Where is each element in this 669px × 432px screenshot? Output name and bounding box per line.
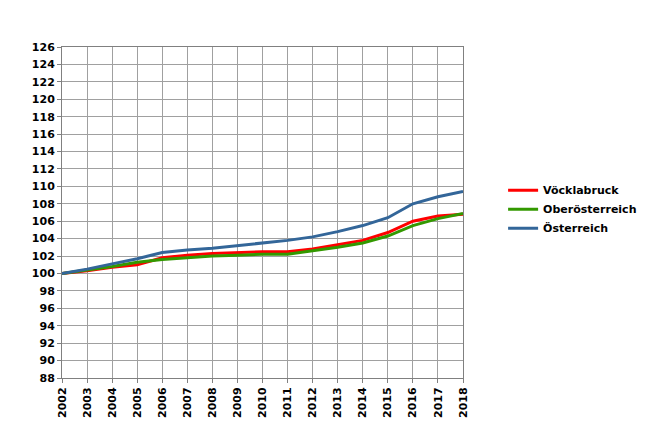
- svg-text:100: 100: [32, 267, 55, 280]
- svg-text:2008: 2008: [206, 387, 219, 418]
- svg-text:126: 126: [32, 41, 55, 54]
- svg-text:Oberösterreich: Oberösterreich: [543, 203, 636, 216]
- svg-text:2012: 2012: [306, 387, 319, 418]
- svg-text:102: 102: [32, 250, 55, 263]
- svg-text:88: 88: [39, 372, 54, 385]
- svg-text:92: 92: [39, 337, 54, 350]
- svg-text:2013: 2013: [331, 387, 344, 418]
- svg-text:90: 90: [39, 354, 55, 367]
- svg-text:2006: 2006: [156, 387, 169, 418]
- svg-text:2009: 2009: [231, 387, 244, 418]
- svg-text:114: 114: [32, 145, 55, 158]
- svg-text:116: 116: [32, 128, 55, 141]
- svg-text:Vöcklabruck: Vöcklabruck: [543, 184, 619, 197]
- svg-text:2004: 2004: [106, 387, 119, 418]
- svg-text:108: 108: [32, 198, 55, 211]
- svg-text:110: 110: [32, 180, 55, 193]
- svg-text:122: 122: [32, 76, 55, 89]
- svg-text:98: 98: [39, 285, 54, 298]
- svg-text:2003: 2003: [81, 387, 94, 418]
- svg-text:106: 106: [32, 215, 55, 228]
- svg-text:94: 94: [39, 320, 55, 333]
- svg-text:2010: 2010: [256, 387, 269, 418]
- svg-text:104: 104: [32, 232, 55, 245]
- svg-text:2016: 2016: [406, 387, 419, 418]
- svg-text:2007: 2007: [181, 387, 194, 418]
- svg-text:118: 118: [32, 111, 55, 124]
- svg-text:Österreich: Österreich: [543, 221, 608, 235]
- svg-text:124: 124: [32, 58, 55, 71]
- svg-text:112: 112: [32, 163, 55, 176]
- svg-text:96: 96: [39, 302, 55, 315]
- svg-text:2011: 2011: [281, 387, 294, 418]
- svg-text:2002: 2002: [56, 387, 69, 418]
- svg-text:2015: 2015: [381, 387, 394, 418]
- svg-text:2018: 2018: [457, 387, 470, 418]
- svg-text:2017: 2017: [432, 387, 445, 418]
- svg-text:2014: 2014: [356, 387, 369, 418]
- svg-text:2005: 2005: [131, 387, 144, 418]
- svg-text:120: 120: [32, 93, 55, 106]
